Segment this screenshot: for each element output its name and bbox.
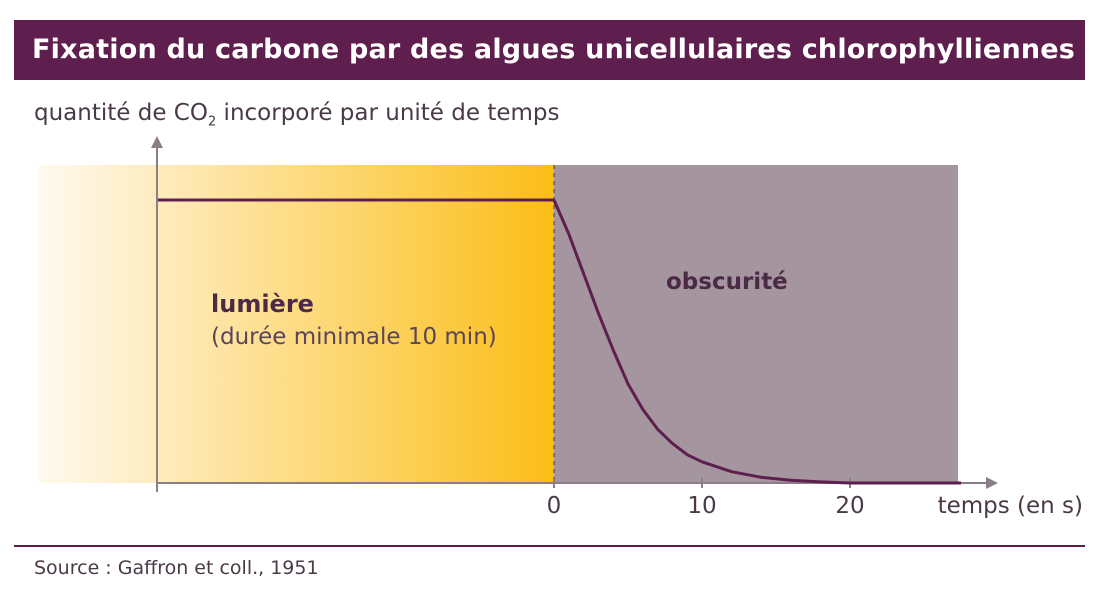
y-axis-label-prefix: quantité de CO (34, 100, 208, 126)
light-zone (38, 165, 554, 483)
source-text: Source : Gaffron et coll., 1951 (34, 557, 319, 579)
region-label-dark: obscurité (666, 269, 788, 295)
x-axis-label: temps (en s) (938, 493, 1083, 519)
y-axis-label: quantité de CO2 incorporé par unité de t… (34, 100, 560, 130)
co2-fixation-curve (158, 198, 961, 485)
region-label-light: lumière (211, 290, 314, 318)
y-axis-label-subscript: 2 (207, 114, 217, 130)
title-bar: Fixation du carbone par des algues unice… (14, 20, 1085, 80)
chart-title: Fixation du carbone par des algues unice… (32, 34, 1076, 65)
x-tick-label-0: 0 (547, 493, 562, 519)
region-sublabel-light: (durée minimale 10 min) (211, 324, 497, 350)
y-axis-label-suffix: incorporé par unité de temps (216, 100, 560, 126)
y-axis-arrow (151, 136, 163, 148)
source-divider (14, 545, 1085, 547)
x-tick-label-10: 10 (687, 493, 716, 519)
dark-zone (554, 165, 958, 483)
x-axis-arrow (986, 477, 998, 489)
x-tick-label-20: 20 (835, 493, 864, 519)
